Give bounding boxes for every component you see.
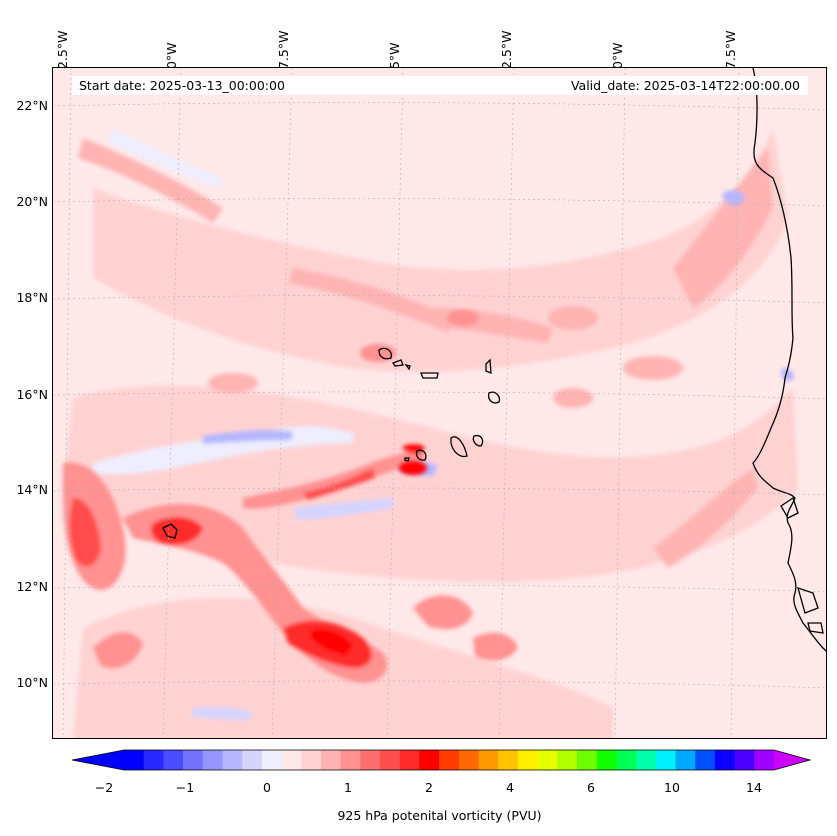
colorbar-segment: [301, 750, 322, 770]
colorbar-tick-neg2: −2: [94, 780, 114, 795]
pv-contour-map: [53, 68, 826, 738]
blue-negative-patches: [93, 128, 794, 720]
lat-label-18n: 18°N: [16, 290, 48, 305]
coastline: [752, 68, 826, 652]
lat-label-20n: 20°N: [16, 194, 48, 209]
colorbar-segment: [183, 750, 204, 770]
colorbar-segment: [478, 750, 499, 770]
lat-label-14n: 14°N: [16, 482, 48, 497]
colorbar-segment: [163, 750, 184, 770]
colorbar-segment: [458, 750, 480, 770]
colorbar-segment: [124, 750, 145, 770]
strong-red-band-14n: [243, 444, 425, 509]
map-panel: [52, 67, 827, 739]
colorbar-segment: [498, 750, 519, 770]
colorbar-segment: [695, 750, 716, 770]
colorbar-segment: [537, 750, 558, 770]
colorbar-segment: [675, 750, 696, 770]
colorbar-segment: [714, 750, 736, 770]
colorbar-segment: [360, 750, 381, 770]
colorbar-outline: [71, 749, 812, 771]
colorbar-segment: [419, 750, 440, 770]
colorbar-tick-0: 0: [263, 780, 271, 795]
colorbar-tick-2: 2: [425, 780, 433, 795]
colorbar-segment: [754, 750, 775, 770]
valid-date-label: Valid_date: 2025-03-14T22:00:00.00: [570, 78, 800, 93]
colorbar-tick-14: 14: [746, 780, 762, 795]
graticule: [53, 68, 826, 738]
colorbar-segment: [577, 750, 598, 770]
colorbar-tick-4: 4: [506, 780, 514, 795]
colorbar-segment: [320, 750, 342, 770]
colorbar-segment: [340, 750, 361, 770]
colorbar: [71, 749, 812, 771]
colorbar-segment: [202, 750, 223, 770]
colorbar-segment: [143, 750, 164, 770]
colorbar-segment: [636, 750, 657, 770]
colorbar-segment: [596, 750, 617, 770]
red-spots: [208, 306, 683, 475]
colorbar-tick-1: 1: [344, 780, 352, 795]
colorbar-under-arrow: [72, 750, 124, 770]
colorbar-segment: [557, 750, 578, 770]
lat-label-22n: 22°N: [16, 98, 48, 113]
colorbar-segment: [734, 750, 755, 770]
colorbar-label: 925 hPa potenital vorticity (PVU): [337, 808, 542, 823]
colorbar-tick-6: 6: [587, 780, 595, 795]
colorbar-segment: [380, 750, 401, 770]
islands: [162, 347, 501, 539]
colorbar-segment: [222, 750, 243, 770]
colorbar-over-arrow: [774, 750, 810, 770]
colorbar-tick-10: 10: [664, 780, 680, 795]
colorbar-tick-neg1: −1: [175, 780, 195, 795]
start-date-label: Start date: 2025-03-13_00:00:00: [79, 78, 285, 93]
lat-label-12n: 12°N: [16, 579, 48, 594]
colorbar-segment: [399, 750, 420, 770]
date-info-box: Start date: 2025-03-13_00:00:00 Valid_da…: [72, 76, 808, 95]
colorbar-segment: [517, 750, 539, 770]
colorbar-segment: [655, 750, 677, 770]
colorbar-segment: [261, 750, 283, 770]
colorbar-segment: [439, 750, 460, 770]
colorbar-segment: [616, 750, 637, 770]
lat-label-16n: 16°N: [16, 387, 48, 402]
colorbar-segment: [242, 750, 263, 770]
lat-label-10n: 10°N: [16, 675, 48, 690]
colorbar-segment: [281, 750, 302, 770]
